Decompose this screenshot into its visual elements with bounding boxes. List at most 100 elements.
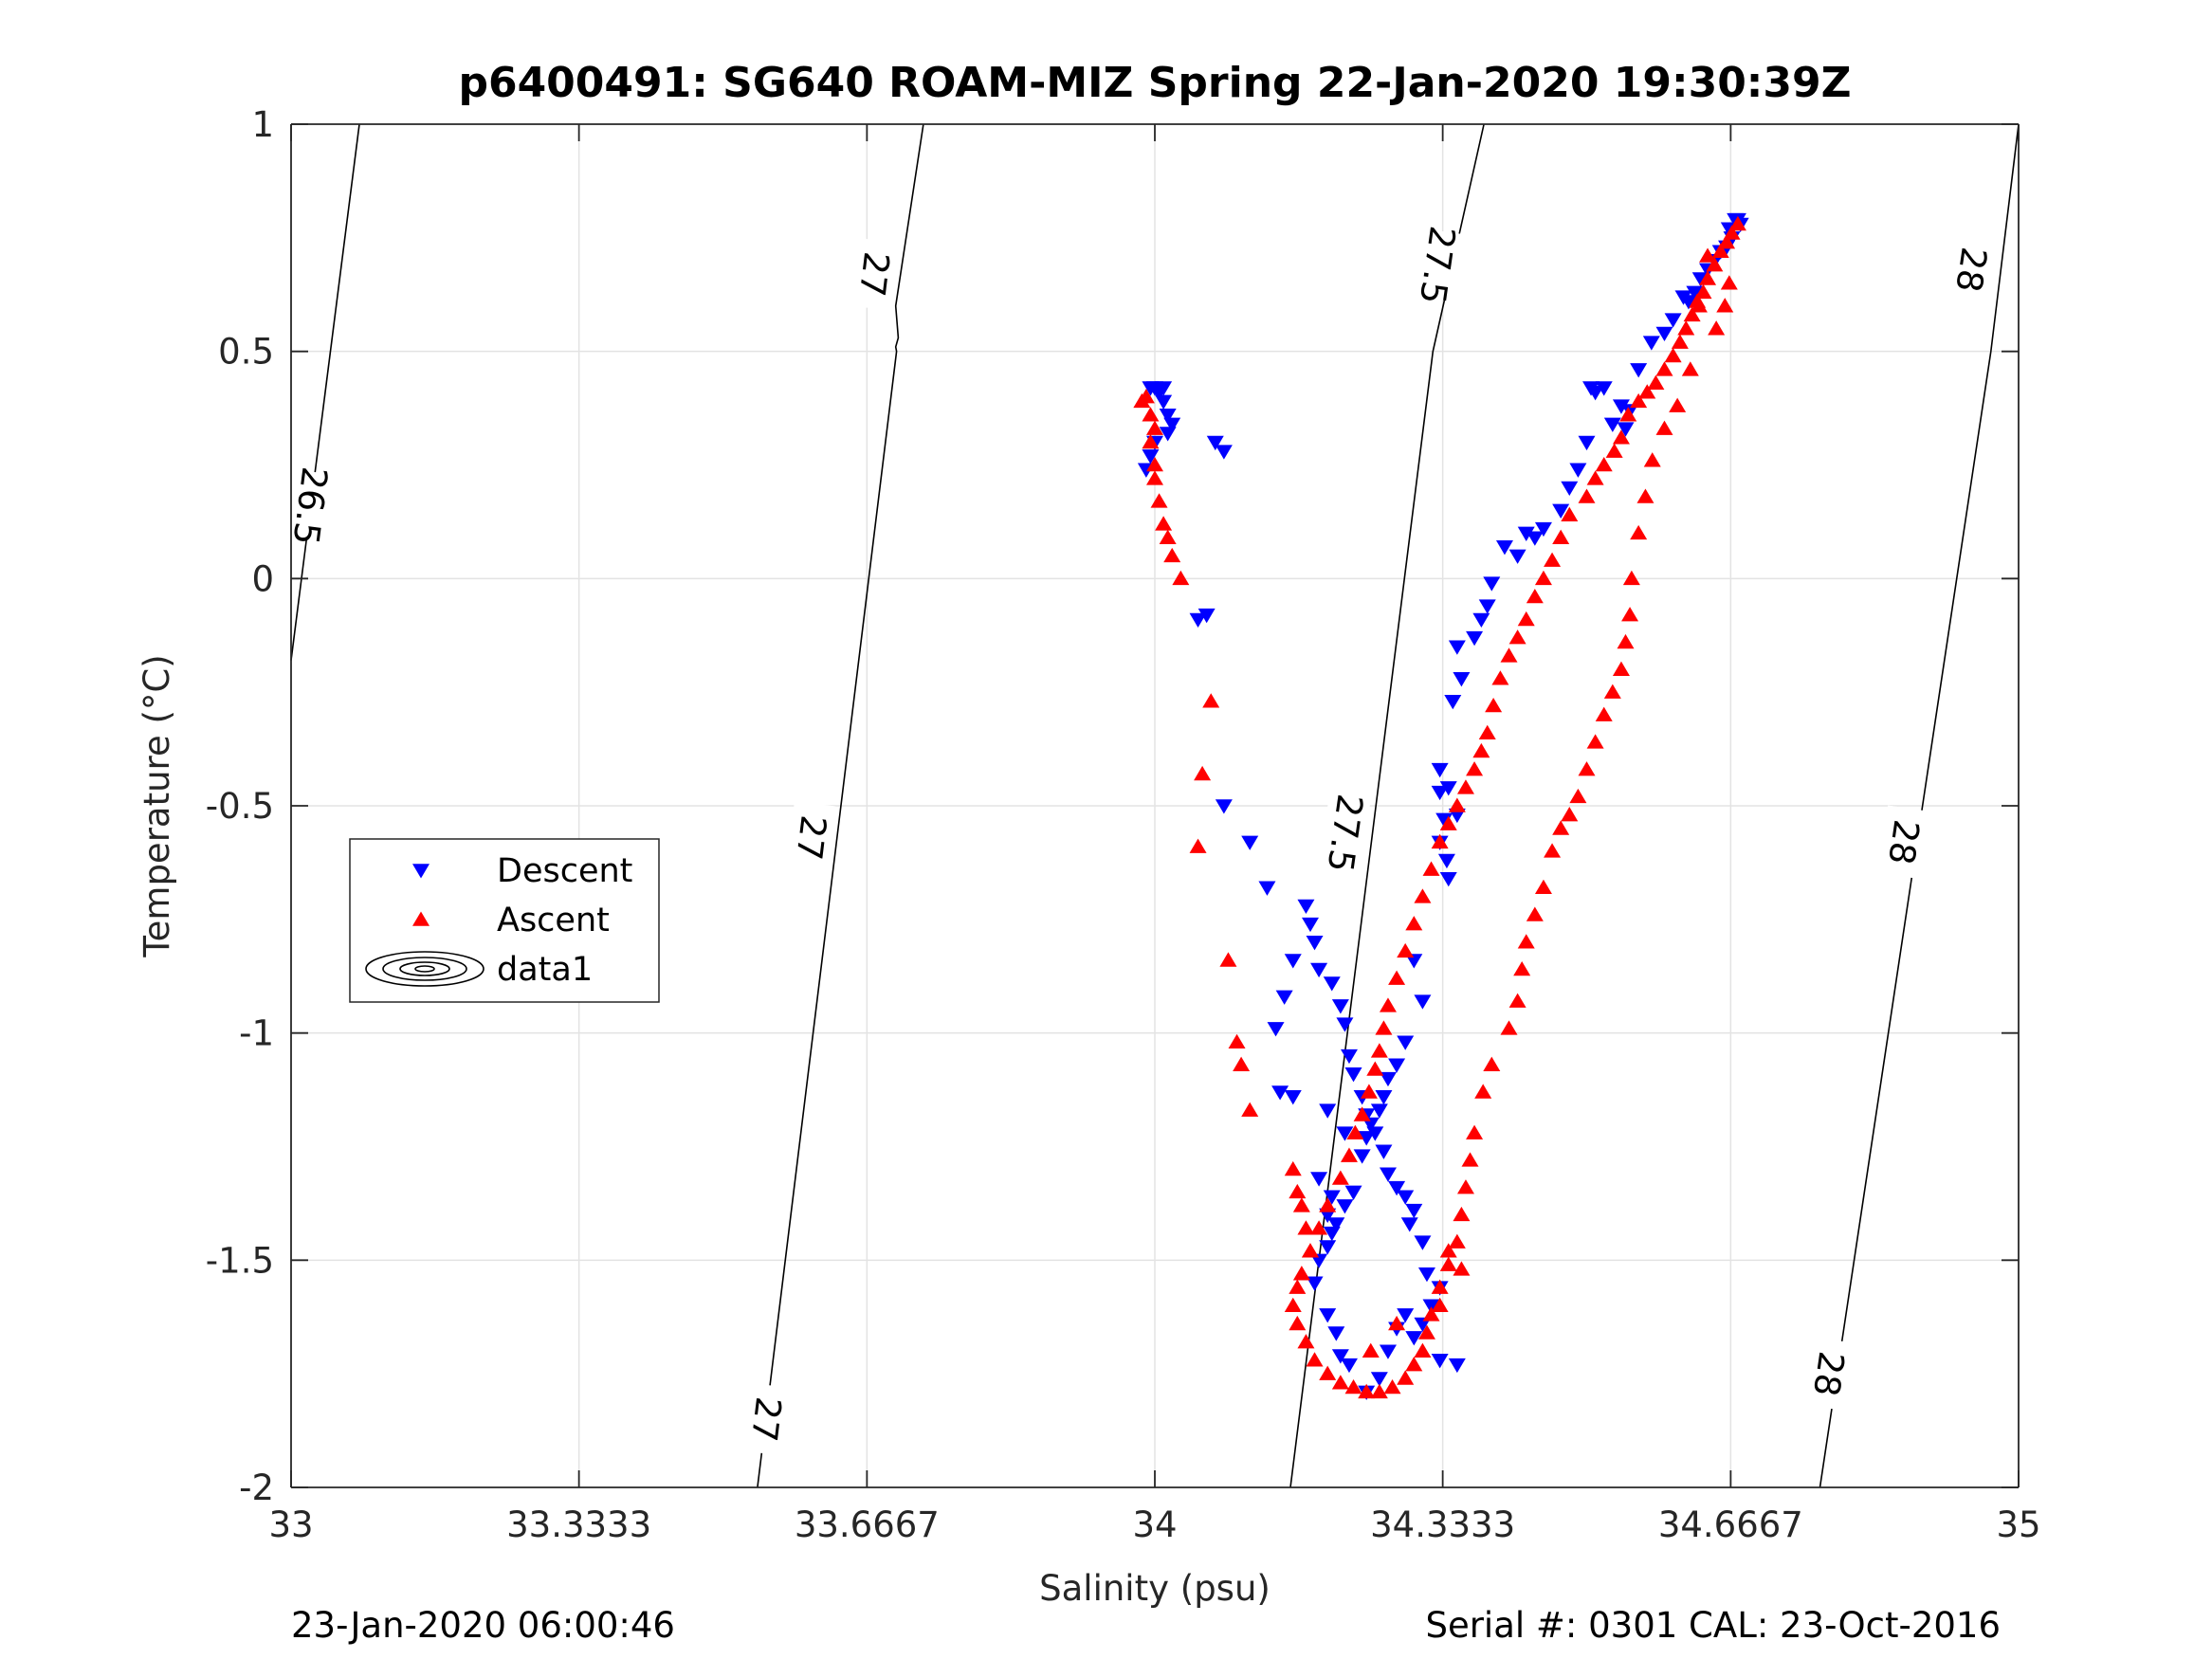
ascent-point [1595, 456, 1613, 472]
x-tick-label: 34.6667 [1658, 1504, 1803, 1545]
ascent-point [1472, 742, 1490, 758]
descent-point [1578, 435, 1596, 451]
ascent-point [1388, 1315, 1406, 1331]
ascent-point [1643, 452, 1661, 467]
x-tick-label: 34 [1132, 1504, 1177, 1545]
ascent-point [1630, 524, 1648, 540]
descent-point [1327, 1217, 1345, 1232]
y-axis-label: Temperature (°C) [137, 654, 177, 957]
ascent-point [1297, 1220, 1315, 1235]
ascent-point [1605, 443, 1623, 458]
ascent-point [1603, 684, 1621, 699]
ascent-point [1439, 1243, 1457, 1258]
ascent-point [1621, 607, 1639, 622]
descent-point [1344, 1185, 1362, 1200]
ascent-point [1655, 361, 1673, 376]
descent-point [1267, 1022, 1285, 1037]
ascent-point [1319, 1197, 1337, 1212]
ascent-point [1664, 347, 1682, 363]
ascent-point [1284, 1160, 1302, 1176]
contour-label-bg [786, 801, 836, 875]
descent-point [1155, 394, 1173, 410]
descent-point [1336, 1017, 1354, 1032]
ascent-point [1677, 320, 1695, 336]
descent-point [1431, 1354, 1449, 1369]
ascent-point [1728, 215, 1746, 231]
ascent-point [1690, 298, 1708, 313]
ascent-point [1647, 374, 1665, 390]
legend-label-descent: Descent [497, 852, 632, 890]
ascent-point [1534, 570, 1552, 586]
descent-point [1483, 576, 1501, 592]
ascent-point [1301, 1243, 1319, 1258]
ascent-point [1513, 961, 1531, 976]
ascent-point [1636, 488, 1654, 503]
descent-point [1370, 1372, 1388, 1387]
ascent-point [1310, 1220, 1328, 1235]
descent-point [1306, 936, 1324, 951]
ascent-point [1638, 384, 1656, 399]
descent-point [1241, 835, 1259, 850]
descent-point [1189, 612, 1207, 629]
ascent-point [1431, 1279, 1449, 1294]
ascent-point [1561, 506, 1579, 521]
ascent-point [1500, 647, 1518, 663]
ascent-point [1331, 1170, 1349, 1185]
ascent-point [1439, 1256, 1457, 1271]
descent-point [1414, 1235, 1432, 1250]
descent-point [1595, 381, 1613, 396]
ascent-point [1422, 1306, 1440, 1322]
ascent-point [1612, 661, 1630, 676]
legend-contour-marker [399, 961, 450, 976]
descent-point [1437, 853, 1455, 869]
ascent-point [1578, 488, 1596, 503]
ascent-point [1718, 234, 1736, 249]
descent-point [1327, 1326, 1345, 1341]
descent-point [1323, 1226, 1341, 1242]
ascent-point [1219, 952, 1237, 967]
ascent-point [1461, 1152, 1479, 1167]
legend-descent-marker [412, 864, 430, 879]
ascent-point [1526, 588, 1544, 604]
descent-point [1495, 540, 1513, 556]
descent-point [1142, 449, 1160, 465]
descent-point [1271, 1085, 1289, 1101]
ascent-point [1617, 633, 1635, 649]
ascent-point [1453, 1261, 1471, 1276]
contour-label-bg [1945, 232, 1997, 307]
ascent-point [1344, 1378, 1362, 1395]
ascent-point [1683, 306, 1701, 322]
descent-point [1301, 917, 1319, 933]
descent-point [1275, 990, 1293, 1005]
ascent-point [1289, 1315, 1307, 1331]
ascent-point [1289, 1279, 1307, 1294]
descent-point [1336, 1126, 1354, 1141]
descent-point [1686, 285, 1704, 301]
descent-point [1150, 386, 1168, 401]
descent-point [1508, 549, 1526, 564]
data-points [1133, 212, 1749, 1400]
ascent-point [1172, 570, 1190, 586]
ascent-point [1422, 861, 1440, 876]
ascent-point [1622, 570, 1640, 586]
descent-point [1405, 1203, 1423, 1219]
ascent-point [1561, 807, 1579, 822]
descent-point [1379, 1071, 1397, 1087]
ascent-point [1292, 1266, 1310, 1281]
descent-point [1197, 608, 1216, 624]
ascent-point [1155, 516, 1173, 531]
contour-label: 28 [1880, 817, 1927, 867]
descent-point [1630, 363, 1648, 378]
contour-label-bg [284, 469, 336, 543]
descent-point [1397, 1190, 1415, 1205]
ascent-point [1397, 1370, 1415, 1385]
descent-point [1603, 417, 1621, 432]
ascent-point [1431, 1297, 1449, 1313]
contour-label-bg [849, 237, 900, 311]
ascent-point [1448, 797, 1466, 812]
ascent-point [1150, 493, 1168, 508]
ascent-point [1379, 997, 1397, 1012]
descent-point [1448, 640, 1466, 655]
ascent-point [1500, 1020, 1518, 1035]
